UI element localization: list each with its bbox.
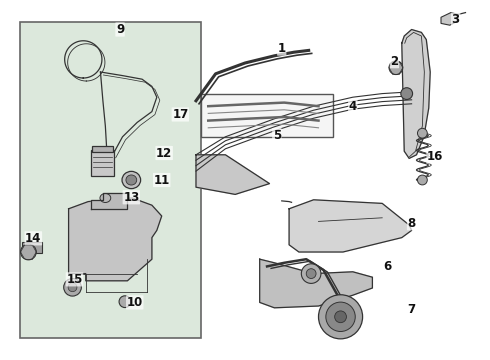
Bar	[22, 242, 42, 253]
Text: 10: 10	[126, 296, 143, 309]
Ellipse shape	[100, 194, 111, 203]
Circle shape	[68, 283, 77, 292]
Text: 3: 3	[452, 13, 460, 26]
Circle shape	[417, 128, 427, 138]
Text: 16: 16	[427, 150, 443, 163]
Circle shape	[64, 279, 81, 296]
Circle shape	[119, 296, 131, 307]
Text: 8: 8	[408, 217, 416, 230]
Circle shape	[401, 88, 413, 99]
Text: 11: 11	[153, 174, 170, 186]
Circle shape	[335, 311, 346, 323]
Bar	[20, 22, 201, 338]
Text: 12: 12	[156, 147, 172, 159]
Circle shape	[301, 264, 321, 283]
Circle shape	[318, 295, 363, 339]
Text: 7: 7	[408, 303, 416, 316]
Polygon shape	[196, 155, 270, 194]
Circle shape	[326, 302, 355, 332]
Ellipse shape	[126, 175, 137, 185]
Bar	[91, 150, 114, 176]
Text: 17: 17	[172, 108, 189, 121]
Circle shape	[306, 269, 316, 279]
Bar	[201, 94, 333, 137]
Circle shape	[21, 244, 36, 260]
Text: 13: 13	[123, 191, 140, 204]
Text: 14: 14	[25, 232, 42, 245]
Text: 1: 1	[278, 42, 286, 55]
Bar	[92, 146, 113, 152]
Polygon shape	[260, 259, 372, 308]
Polygon shape	[441, 13, 458, 25]
Circle shape	[389, 61, 403, 75]
Circle shape	[417, 175, 427, 185]
Polygon shape	[402, 30, 430, 158]
Polygon shape	[69, 198, 162, 281]
Text: 9: 9	[116, 23, 124, 36]
Polygon shape	[289, 200, 412, 252]
Text: 4: 4	[349, 100, 357, 113]
Text: 5: 5	[273, 129, 281, 141]
Text: 6: 6	[383, 260, 391, 273]
Text: 2: 2	[391, 55, 398, 68]
Ellipse shape	[122, 171, 141, 189]
Polygon shape	[91, 193, 127, 209]
Text: 15: 15	[66, 273, 83, 286]
